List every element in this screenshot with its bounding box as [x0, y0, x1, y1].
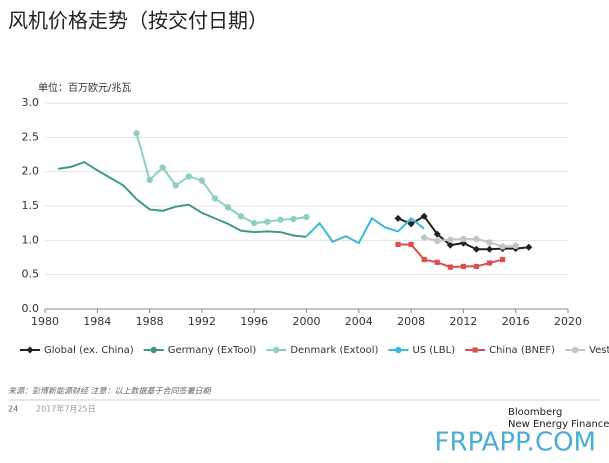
legend-label: US (LBL)	[412, 345, 455, 356]
marker	[486, 260, 493, 266]
chart-title: 风机价格走势（按交付日期）	[8, 9, 268, 33]
marker	[473, 235, 480, 243]
watermark: FRPAPP.COM	[435, 428, 596, 458]
y-tick-label: 1.5	[22, 199, 40, 212]
marker	[447, 264, 453, 270]
marker	[460, 263, 466, 270]
marker	[486, 245, 494, 253]
marker	[146, 176, 153, 184]
legend-label: Germany (ExTool)	[168, 345, 257, 356]
y-tick-label: 0.5	[22, 268, 40, 281]
legend-label: Denmark (Extool)	[290, 345, 378, 356]
marker	[472, 245, 480, 253]
marker	[395, 241, 401, 248]
x-tick-label: 2020	[554, 315, 582, 328]
marker	[421, 256, 427, 263]
marker	[512, 242, 519, 250]
x-tick-label: 1988	[136, 315, 164, 328]
x-tick-label: 2016	[502, 315, 530, 328]
legend-marker	[150, 346, 157, 354]
series-line	[135, 132, 307, 225]
marker	[407, 220, 415, 228]
marker	[185, 173, 193, 180]
marker	[446, 241, 454, 249]
marker	[525, 243, 533, 251]
unit-label: 单位：百万欧元/兆瓦	[38, 81, 131, 94]
legend-marker	[26, 346, 34, 354]
y-tick-label: 0.0	[22, 302, 40, 315]
legend-marker	[395, 346, 402, 354]
marker	[434, 259, 440, 265]
x-tick-label: 1980	[31, 315, 59, 328]
y-tick-label: 2.5	[22, 130, 40, 143]
marker	[303, 213, 310, 221]
marker	[460, 235, 467, 243]
marker	[420, 212, 428, 220]
date: 2017年7月25日	[36, 404, 96, 414]
marker	[198, 177, 206, 184]
marker	[486, 239, 493, 246]
x-tick-label: 1984	[83, 315, 111, 328]
legend-marker	[571, 346, 579, 354]
legend-marker	[273, 346, 280, 354]
x-tick-label: 1996	[240, 315, 268, 328]
x-tick-label: 2012	[449, 315, 477, 328]
y-tick-label: 3.0	[22, 96, 40, 109]
series-line	[305, 216, 425, 245]
marker	[420, 234, 428, 241]
source-note: 来源：彭博新能源财经 注意：以上数据基于合同签署日期	[8, 387, 212, 396]
marker	[251, 219, 258, 227]
marker	[447, 236, 454, 243]
marker	[277, 216, 284, 223]
marker	[159, 164, 166, 171]
series-line	[57, 160, 307, 238]
marker	[433, 230, 441, 238]
marker	[172, 182, 179, 189]
x-tick-label: 2008	[397, 315, 425, 328]
marker	[224, 204, 232, 211]
y-tick-label: 2.0	[22, 165, 40, 178]
marker	[290, 215, 297, 223]
brand-line: Bloomberg	[508, 407, 562, 418]
x-tick-label: 1992	[188, 315, 216, 328]
marker	[264, 218, 271, 225]
marker	[408, 241, 414, 248]
marker	[499, 243, 506, 250]
brand-line: New Energy Finance	[508, 419, 609, 430]
marker	[394, 214, 402, 222]
marker	[434, 237, 441, 245]
x-tick-label: 2004	[345, 315, 373, 328]
marker	[500, 256, 506, 263]
x-tick-label: 2000	[293, 315, 321, 328]
legend-marker	[472, 347, 478, 353]
marker	[133, 130, 140, 137]
marker	[473, 263, 480, 270]
legend-label: Vestas global	[589, 345, 609, 356]
y-tick-label: 1.0	[22, 233, 40, 246]
legend-label: China (BNEF)	[489, 345, 555, 356]
marker	[211, 195, 219, 202]
page-number: 24	[8, 405, 18, 414]
marker	[237, 213, 245, 220]
legend-label: Global (ex. China)	[44, 345, 134, 356]
